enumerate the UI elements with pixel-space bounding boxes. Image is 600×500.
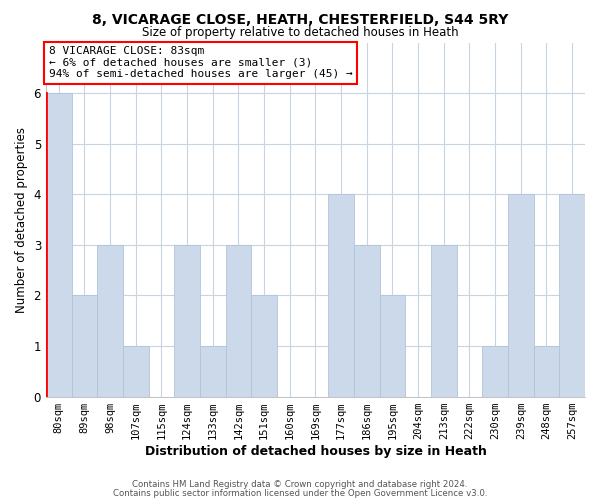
Text: 8, VICARAGE CLOSE, HEATH, CHESTERFIELD, S44 5RY: 8, VICARAGE CLOSE, HEATH, CHESTERFIELD, … — [92, 12, 508, 26]
X-axis label: Distribution of detached houses by size in Heath: Distribution of detached houses by size … — [145, 444, 487, 458]
Bar — [380, 296, 406, 396]
Text: Contains public sector information licensed under the Open Government Licence v3: Contains public sector information licen… — [113, 488, 487, 498]
Text: Contains HM Land Registry data © Crown copyright and database right 2024.: Contains HM Land Registry data © Crown c… — [132, 480, 468, 489]
Bar — [97, 245, 123, 396]
Bar — [200, 346, 226, 397]
Text: 8 VICARAGE CLOSE: 83sqm
← 6% of detached houses are smaller (3)
94% of semi-deta: 8 VICARAGE CLOSE: 83sqm ← 6% of detached… — [49, 46, 352, 79]
Bar — [123, 346, 149, 397]
Bar — [482, 346, 508, 397]
Y-axis label: Number of detached properties: Number of detached properties — [15, 126, 28, 312]
Bar — [508, 194, 533, 396]
Bar — [328, 194, 354, 396]
Bar — [46, 93, 71, 396]
Bar — [559, 194, 585, 396]
Text: Size of property relative to detached houses in Heath: Size of property relative to detached ho… — [142, 26, 458, 39]
Bar — [174, 245, 200, 396]
Bar — [226, 245, 251, 396]
Bar — [251, 296, 277, 396]
Bar — [354, 245, 380, 396]
Bar — [431, 245, 457, 396]
Bar — [71, 296, 97, 396]
Bar — [533, 346, 559, 397]
